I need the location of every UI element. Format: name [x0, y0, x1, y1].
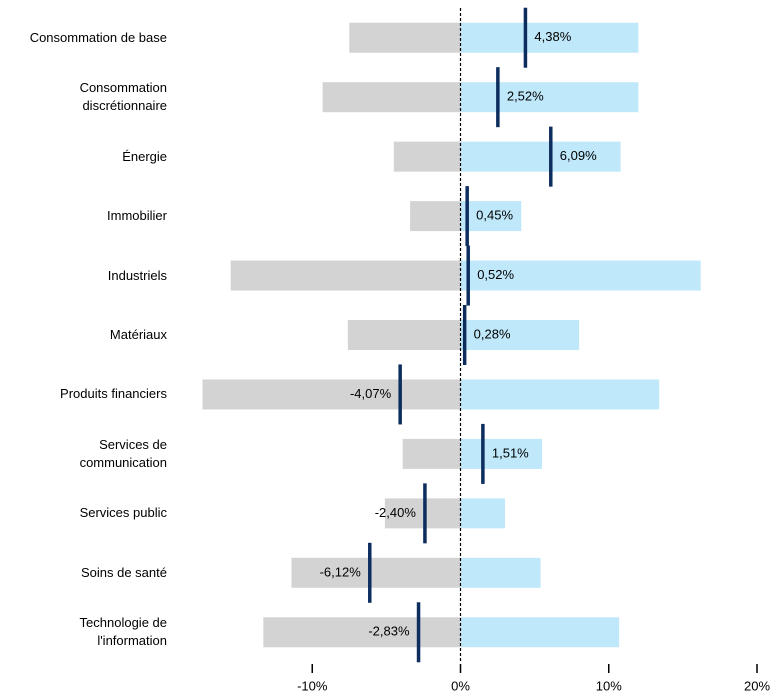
value-label: 0,52%	[477, 267, 514, 282]
range-bar	[460, 82, 639, 113]
range-bar	[347, 320, 461, 350]
value-label: 0,45%	[476, 208, 513, 223]
x-tick-label: 10%	[596, 678, 622, 693]
range-bar	[263, 617, 461, 648]
category-label: Industriels	[107, 267, 167, 283]
value-label: -2,83%	[368, 624, 410, 639]
range-bar	[291, 557, 461, 588]
range-bar	[393, 141, 461, 172]
range-bar	[402, 438, 461, 469]
category-label: Consommation de base	[29, 29, 167, 45]
category-label: Consommation discrétionnaire	[79, 80, 167, 114]
range-bar	[460, 201, 522, 232]
range-bar	[384, 498, 461, 529]
value-label: -2,40%	[375, 505, 417, 520]
category-label: Matériaux	[109, 327, 167, 342]
range-bar	[460, 260, 701, 291]
range-bar	[460, 379, 660, 410]
value-label: 0,28%	[474, 326, 511, 341]
value-label: -6,12%	[320, 564, 362, 579]
range-bar	[460, 498, 505, 529]
value-label: 2,52%	[507, 89, 544, 104]
range-bar	[460, 438, 543, 469]
range-bar	[460, 320, 580, 350]
range-bar	[460, 22, 639, 53]
category-label: Énergie	[122, 148, 167, 164]
range-bar	[202, 379, 461, 410]
category-label: Produits financiers	[60, 386, 167, 402]
category-label: Services de communication	[79, 436, 167, 470]
range-bar	[460, 141, 621, 172]
value-label: 6,09%	[560, 148, 597, 163]
range-bar	[410, 201, 461, 232]
range-bar	[230, 260, 461, 291]
x-tick-label: 0%	[451, 678, 470, 693]
value-label: -4,07%	[350, 386, 392, 401]
category-label: Soins de santé	[80, 564, 167, 580]
range-bar	[460, 617, 620, 648]
category-label: Services public	[79, 505, 167, 521]
category-label: Immobilier	[107, 208, 167, 224]
value-label: 4,38%	[534, 29, 571, 44]
category-label: Technologie de l'information	[79, 615, 167, 649]
range-bar	[322, 82, 461, 113]
x-tick-label: 20%	[744, 678, 770, 693]
value-label: 1,51%	[492, 445, 529, 460]
x-tick-label: -10%	[297, 678, 328, 693]
range-bar	[460, 557, 541, 588]
range-bar	[349, 22, 461, 53]
